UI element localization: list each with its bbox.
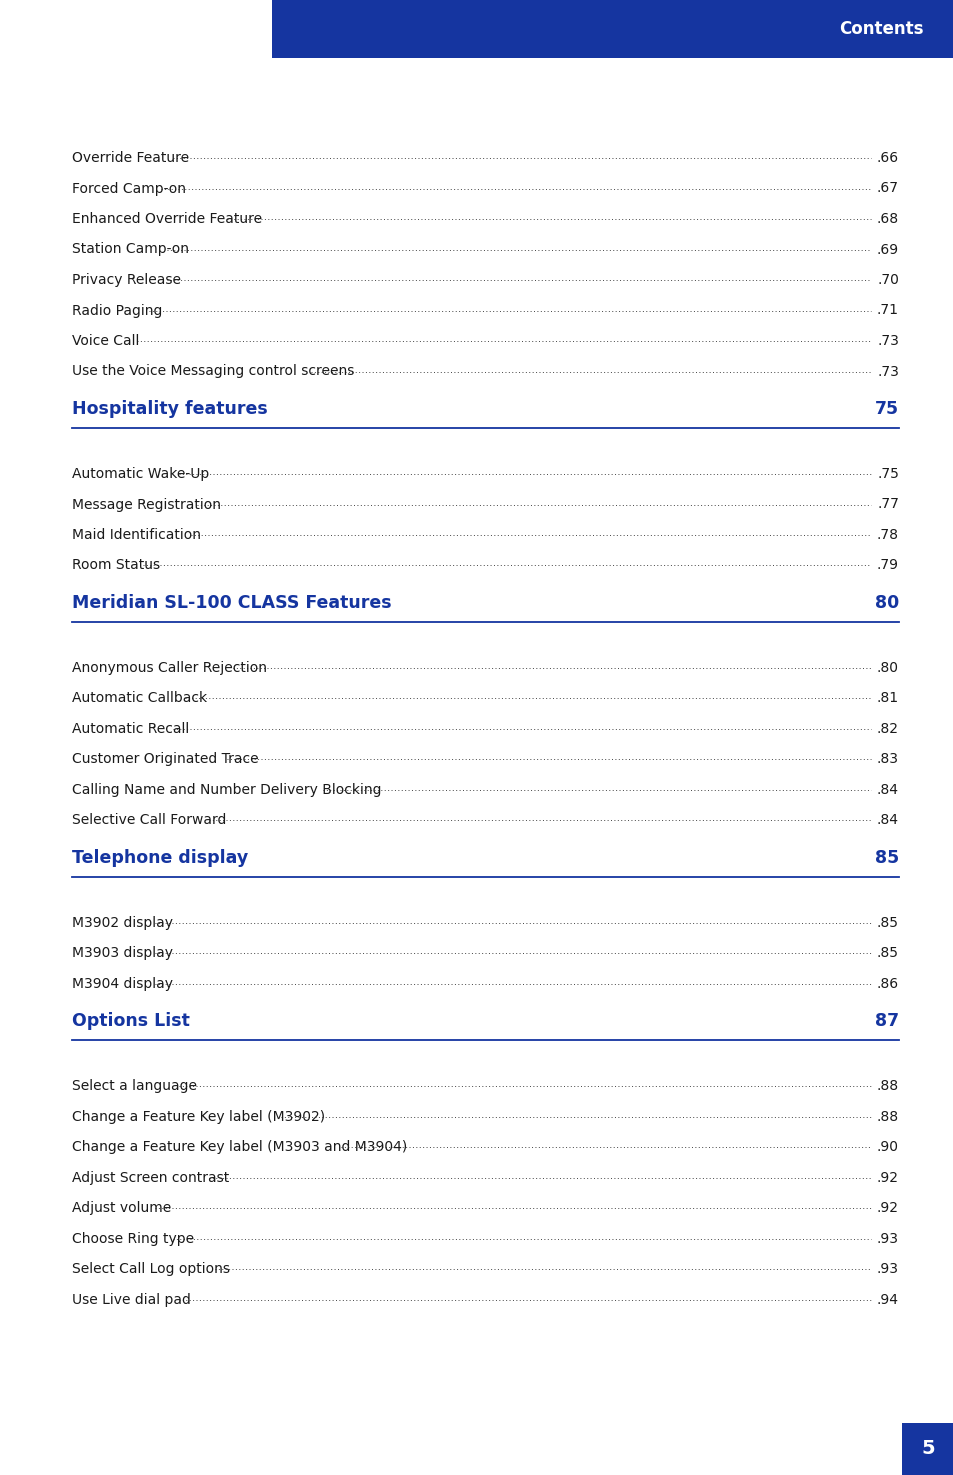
Text: .86: .86 bbox=[876, 976, 898, 991]
Text: M3902 display: M3902 display bbox=[71, 916, 172, 931]
Text: Telephone display: Telephone display bbox=[71, 850, 248, 867]
Text: .67: .67 bbox=[876, 181, 898, 196]
Text: .75: .75 bbox=[876, 468, 898, 481]
Text: Hospitality features: Hospitality features bbox=[71, 400, 268, 417]
Text: .69: .69 bbox=[876, 242, 898, 257]
Text: Room Status: Room Status bbox=[71, 559, 160, 572]
Text: Calling Name and Number Delivery Blocking: Calling Name and Number Delivery Blockin… bbox=[71, 783, 381, 796]
Text: Adjust volume: Adjust volume bbox=[71, 1202, 172, 1215]
Text: Selective Call Forward: Selective Call Forward bbox=[71, 814, 226, 827]
Text: .92: .92 bbox=[876, 1171, 898, 1184]
Text: .79: .79 bbox=[876, 559, 898, 572]
Text: Maid Identification: Maid Identification bbox=[71, 528, 201, 541]
Text: Use Live dial pad: Use Live dial pad bbox=[71, 1294, 191, 1307]
Text: .68: .68 bbox=[876, 212, 898, 226]
Text: .84: .84 bbox=[876, 783, 898, 796]
Text: Automatic Recall: Automatic Recall bbox=[71, 721, 189, 736]
Text: .66: .66 bbox=[876, 150, 898, 165]
Bar bbox=[272, 0, 953, 58]
Text: .84: .84 bbox=[876, 814, 898, 827]
Text: .93: .93 bbox=[876, 1232, 898, 1246]
Text: .88: .88 bbox=[876, 1080, 898, 1093]
Text: 85: 85 bbox=[874, 850, 898, 867]
Text: .88: .88 bbox=[876, 1111, 898, 1124]
Text: Meridian SL-100 CLASS Features: Meridian SL-100 CLASS Features bbox=[71, 594, 392, 612]
Text: .85: .85 bbox=[876, 947, 898, 960]
Text: 87: 87 bbox=[874, 1012, 898, 1031]
Text: .70: .70 bbox=[876, 273, 898, 288]
Text: Contents: Contents bbox=[839, 21, 923, 38]
Text: 80: 80 bbox=[874, 594, 898, 612]
Text: Anonymous Caller Rejection: Anonymous Caller Rejection bbox=[71, 661, 267, 676]
Text: .92: .92 bbox=[876, 1202, 898, 1215]
Text: 75: 75 bbox=[874, 400, 898, 417]
Text: .81: .81 bbox=[876, 692, 898, 705]
Text: Radio Paging: Radio Paging bbox=[71, 304, 162, 317]
Text: M3904 display: M3904 display bbox=[71, 976, 172, 991]
Text: .80: .80 bbox=[876, 661, 898, 676]
Text: Message Registration: Message Registration bbox=[71, 497, 221, 512]
Text: Change a Feature Key label (M3903 and M3904): Change a Feature Key label (M3903 and M3… bbox=[71, 1140, 407, 1155]
Text: Use the Voice Messaging control screens: Use the Voice Messaging control screens bbox=[71, 364, 354, 379]
Text: Change a Feature Key label (M3902): Change a Feature Key label (M3902) bbox=[71, 1111, 325, 1124]
Text: .73: .73 bbox=[876, 364, 898, 379]
Text: .85: .85 bbox=[876, 916, 898, 931]
Text: Select Call Log options: Select Call Log options bbox=[71, 1263, 230, 1276]
Text: Privacy Release: Privacy Release bbox=[71, 273, 181, 288]
Text: M3903 display: M3903 display bbox=[71, 947, 172, 960]
Text: Choose Ring type: Choose Ring type bbox=[71, 1232, 193, 1246]
Text: Station Camp-on: Station Camp-on bbox=[71, 242, 189, 257]
Text: Forced Camp-on: Forced Camp-on bbox=[71, 181, 186, 196]
Text: Voice Call: Voice Call bbox=[71, 333, 139, 348]
Text: 5: 5 bbox=[921, 1440, 934, 1459]
Text: Automatic Wake-Up: Automatic Wake-Up bbox=[71, 468, 209, 481]
Bar bbox=[901, 1423, 953, 1475]
Text: Automatic Callback: Automatic Callback bbox=[71, 692, 207, 705]
Text: .94: .94 bbox=[876, 1294, 898, 1307]
Text: Override Feature: Override Feature bbox=[71, 150, 189, 165]
Text: .71: .71 bbox=[876, 304, 898, 317]
Text: Select a language: Select a language bbox=[71, 1080, 196, 1093]
Text: .83: .83 bbox=[876, 752, 898, 767]
Text: Enhanced Override Feature: Enhanced Override Feature bbox=[71, 212, 262, 226]
Text: .82: .82 bbox=[876, 721, 898, 736]
Text: Adjust Screen contrast: Adjust Screen contrast bbox=[71, 1171, 229, 1184]
Text: Options List: Options List bbox=[71, 1012, 190, 1031]
Text: .93: .93 bbox=[876, 1263, 898, 1276]
Text: .78: .78 bbox=[876, 528, 898, 541]
Text: .73: .73 bbox=[876, 333, 898, 348]
Text: .90: .90 bbox=[876, 1140, 898, 1155]
Text: .77: .77 bbox=[876, 497, 898, 512]
Text: Customer Originated Trace: Customer Originated Trace bbox=[71, 752, 258, 767]
